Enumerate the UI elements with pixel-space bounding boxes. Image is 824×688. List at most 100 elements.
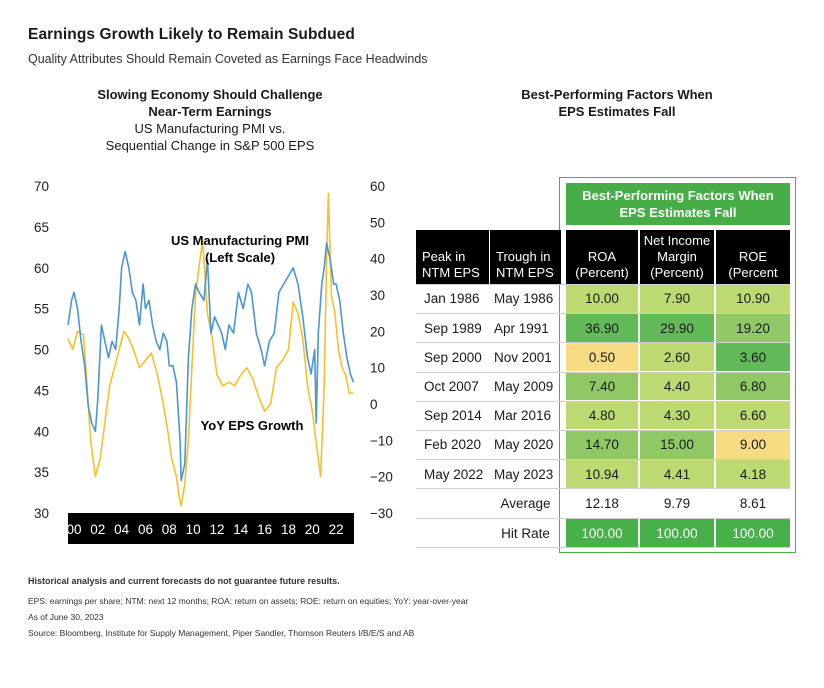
table-cell-peak: Oct 2007 (424, 378, 479, 394)
x-tick-label: 16 (257, 522, 272, 537)
header-peak-line: Peak in (422, 249, 466, 264)
x-tick-label: 20 (305, 522, 320, 537)
header-roa: ROA (Percent) (566, 230, 638, 284)
left-tick-label: 70 (34, 179, 49, 194)
header-roe-line: (Percent (728, 265, 778, 280)
header-nim-line: Margin (657, 249, 697, 264)
table-cell-roa: 14.70 (566, 431, 638, 459)
table-row-divider (416, 400, 790, 402)
right-tick-label: −20 (370, 470, 393, 485)
page-subtitle: Quality Attributes Should Remain Coveted… (28, 52, 428, 66)
left-tick-label: 35 (34, 465, 49, 480)
average-nim: 9.79 (663, 495, 691, 511)
factor-box-title: Best-Performing Factors When EPS Estimat… (566, 183, 790, 225)
table-cell-trough: Nov 2001 (494, 349, 552, 365)
eps-series-line (67, 192, 354, 507)
right-tick-label: 50 (370, 215, 385, 230)
table-cell-nim: 2.60 (640, 343, 714, 372)
x-axis-ticks: 00 02 04 06 08 10 12 14 16 18 20 22 (66, 522, 343, 537)
header-trough-line: NTM EPS (496, 265, 554, 280)
table-row-divider (416, 371, 790, 373)
table-cell-peak: Jan 1986 (424, 291, 480, 307)
table-cell-trough: May 1986 (494, 291, 554, 307)
right-tick-label: 20 (370, 324, 385, 339)
x-tick-label: 18 (281, 522, 296, 537)
disclaimer: Historical analysis and current forecast… (28, 576, 340, 586)
pmi-annotation-line-1: US Manufacturing PMI (171, 233, 309, 248)
header-trough: Trough in NTM EPS (490, 230, 561, 284)
left-tick-label: 60 (34, 261, 49, 276)
factor-box-title-line-2: EPS Estimates Fall (619, 205, 737, 220)
right-tick-label: 60 (370, 179, 385, 194)
right-tick-label: 40 (370, 252, 385, 267)
as-of-date: As of June 30, 2023 (28, 612, 104, 622)
left-subtitle-line-1: US Manufacturing PMI vs. (134, 121, 286, 136)
right-tick-label: 0 (370, 397, 378, 412)
table-cell-nim: 29.90 (640, 314, 714, 342)
average-label: Average (500, 495, 551, 511)
table-cell-peak: Feb 2020 (424, 437, 482, 453)
series-lines (67, 192, 355, 507)
table-cell-peak: Sep 2014 (424, 408, 482, 424)
hit-rate-roe: 100.00 (716, 519, 790, 547)
hit-rate-roa: 100.00 (566, 519, 638, 547)
left-subtitle-line-2: Sequential Change in S&P 500 EPS (105, 138, 315, 153)
pmi-eps-chart: 70 65 60 55 50 45 40 35 30 60 50 40 30 20 10 0 −10 −20 −3… (34, 179, 393, 544)
left-title-line-2: Near-Term Earnings (148, 104, 272, 119)
table-cell-roa: 7.40 (566, 372, 638, 401)
header-roa-line: (Percent) (575, 265, 629, 280)
right-tick-label: 10 (370, 361, 385, 376)
page-title: Earnings Growth Likely to Remain Subdued (28, 26, 355, 43)
table-cell-roe: 4.18 (716, 460, 790, 488)
table-cell-nim: 7.90 (640, 285, 714, 313)
table-cell-roe: 19.20 (716, 314, 790, 342)
table-cell-roe: 10.90 (716, 285, 790, 313)
table-cell-roa: 36.90 (566, 314, 638, 342)
right-tick-label: −30 (370, 506, 393, 521)
table-row-divider (416, 459, 790, 461)
header-roe-line: ROE (738, 249, 768, 264)
left-tick-label: 50 (34, 343, 49, 358)
table-cell-nim: 15.00 (640, 431, 714, 459)
header-nim: Net Income Margin (Percent) (640, 230, 714, 284)
average-roa: 12.18 (585, 495, 619, 511)
table-cell-nim: 4.30 (640, 401, 714, 430)
table-cell-roa: 10.00 (566, 285, 638, 313)
x-axis-band (68, 513, 354, 544)
table-cell-trough: Mar 2016 (494, 408, 552, 424)
right-axis-ticks: 60 50 40 30 20 10 0 −10 −20 −30 (370, 179, 393, 521)
right-title-line-1: Best-Performing Factors When (521, 87, 713, 102)
table-cell-trough: May 2020 (494, 437, 554, 453)
definitions: EPS: earnings per share; NTM: next 12 mo… (28, 596, 469, 606)
average-roe: 8.61 (739, 495, 767, 511)
table-cell-roa: 10.94 (566, 460, 638, 488)
x-tick-label: 10 (186, 522, 201, 537)
table-cell-roe: 6.80 (716, 372, 790, 401)
header-nim-line: (Percent) (650, 265, 704, 280)
header-roa-line: ROA (587, 249, 617, 264)
table-row-divider (416, 313, 790, 315)
x-tick-label: 02 (90, 522, 105, 537)
x-tick-label: 00 (66, 522, 81, 537)
x-tick-label: 06 (138, 522, 153, 537)
table-cell-peak: May 2022 (424, 466, 484, 482)
table-cell-trough: Apr 1991 (494, 320, 549, 336)
source-note: Source: Bloomberg, Institute for Supply … (28, 628, 415, 638)
hit-rate-label: Hit Rate (501, 525, 550, 541)
factor-box-title-line-1: Best-Performing Factors When (582, 188, 774, 203)
table-cell-nim: 4.40 (640, 372, 714, 401)
right-tick-label: 30 (370, 288, 385, 303)
left-tick-label: 30 (34, 506, 49, 521)
header-roe: ROE (Percent (716, 230, 790, 284)
right-panel-title: Best-Performing Factors When EPS Estimat… (462, 86, 772, 120)
table-cell-peak: Sep 1989 (424, 320, 482, 336)
x-tick-label: 22 (329, 522, 344, 537)
x-tick-label: 08 (162, 522, 177, 537)
left-panel-title: Slowing Economy Should Challenge Near-Te… (60, 86, 360, 154)
table-row-divider (416, 430, 790, 431)
table-cell-roe: 6.60 (716, 401, 790, 430)
left-tick-label: 65 (34, 220, 49, 235)
header-nim-line: Net Income (643, 233, 711, 248)
pmi-annotation-line-2: (Left Scale) (205, 250, 275, 265)
left-tick-label: 55 (34, 302, 49, 317)
